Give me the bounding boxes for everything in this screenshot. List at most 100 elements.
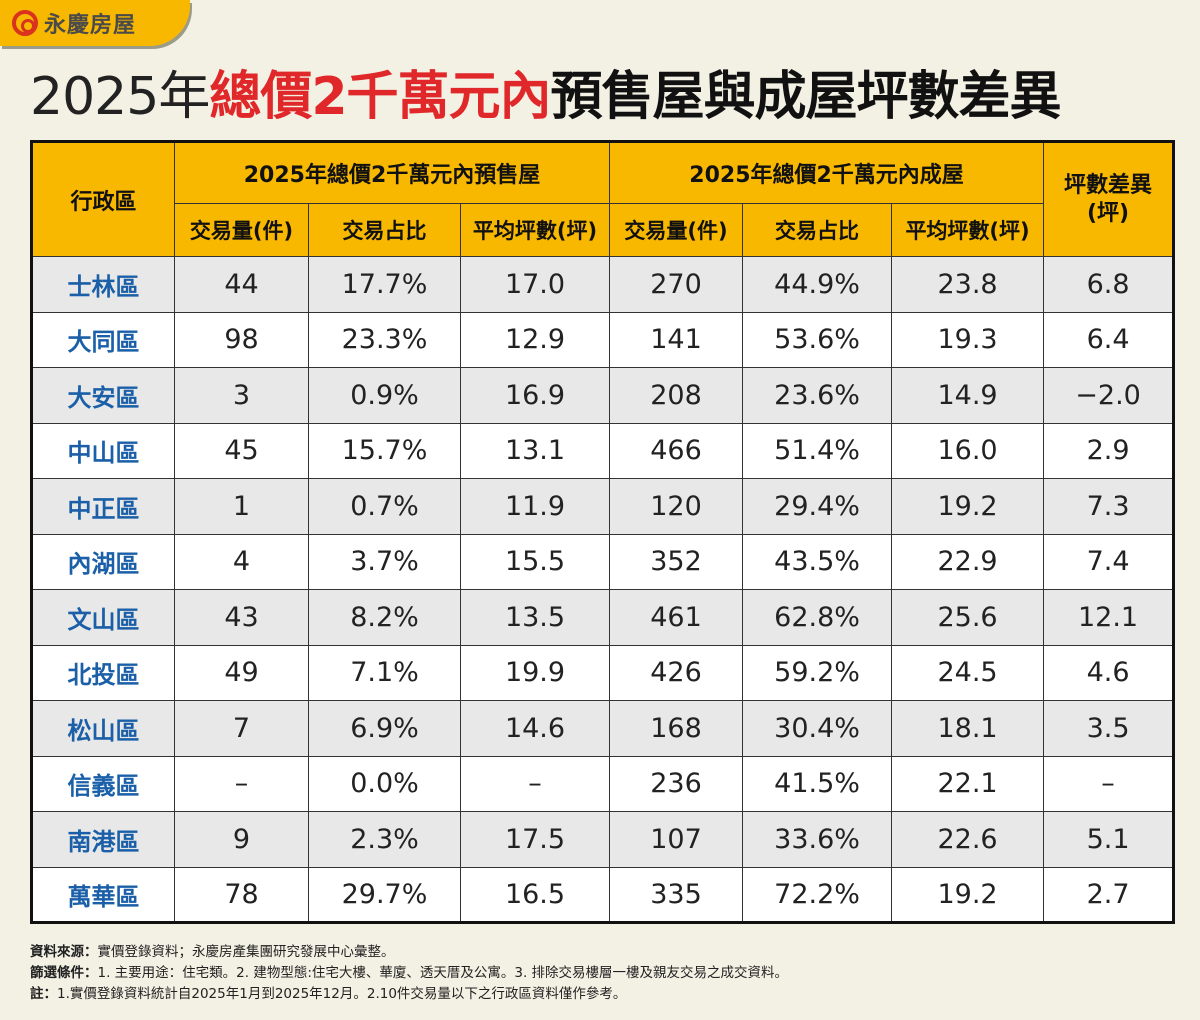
page-title: 2025年總價2千萬元內預售屋與成屋坪數差異 bbox=[30, 62, 1062, 132]
header-district: 行政區 bbox=[31, 141, 175, 257]
note-remark: 註：1.實價登錄資料統計自2025年1月到2025年12月。2.10件交易量以下… bbox=[30, 984, 788, 1005]
value-cell: 17.7% bbox=[308, 256, 461, 313]
value-cell: 3.5 bbox=[1043, 700, 1175, 757]
value-cell: 14.9 bbox=[891, 367, 1045, 424]
value-cell: 98 bbox=[174, 311, 309, 368]
value-cell: 2.9 bbox=[1043, 422, 1175, 479]
logo-icon bbox=[12, 10, 38, 36]
value-cell: – bbox=[174, 755, 309, 812]
note-label: 註： bbox=[30, 986, 57, 1002]
value-cell: 23.8 bbox=[891, 256, 1045, 313]
district-cell: 內湖區 bbox=[31, 533, 175, 590]
value-cell: 15.7% bbox=[308, 422, 461, 479]
value-cell: 7.1% bbox=[308, 644, 461, 701]
value-cell: 22.1 bbox=[891, 755, 1045, 812]
note-source: 資料來源：實價登錄資料；永慶房產集團研究發展中心彙整。 bbox=[30, 942, 788, 963]
value-cell: 3.7% bbox=[308, 533, 461, 590]
value-cell: 6.8 bbox=[1043, 256, 1175, 313]
value-cell: 141 bbox=[609, 311, 744, 368]
value-cell: 0.0% bbox=[308, 755, 461, 812]
subheader: 平均坪數(坪) bbox=[459, 203, 611, 257]
value-cell: 19.3 bbox=[891, 311, 1045, 368]
district-cell: 文山區 bbox=[31, 589, 175, 646]
district-cell: 萬華區 bbox=[31, 866, 175, 923]
value-cell: −2.0 bbox=[1043, 367, 1175, 424]
subheader: 交易量(件) bbox=[174, 203, 309, 257]
value-cell: – bbox=[1043, 755, 1175, 812]
table-row: 南港區 9 2.3% 17.5 107 33.6% 22.6 5.1 bbox=[31, 811, 1175, 868]
value-cell: 41.5% bbox=[742, 755, 893, 812]
title-highlight: 總價2千萬元內 bbox=[209, 67, 551, 127]
value-cell: 0.7% bbox=[308, 478, 461, 535]
value-cell: 4.6 bbox=[1043, 644, 1175, 701]
value-cell: 22.9 bbox=[891, 533, 1045, 590]
district-cell: 信義區 bbox=[31, 755, 175, 812]
district-cell: 士林區 bbox=[31, 256, 175, 313]
value-cell: 270 bbox=[609, 256, 744, 313]
district-cell: 大同區 bbox=[31, 311, 175, 368]
value-cell: 19.2 bbox=[891, 478, 1045, 535]
table-row: 松山區 7 6.9% 14.6 168 30.4% 18.1 3.5 bbox=[31, 700, 1175, 757]
table-row: 士林區 44 17.7% 17.0 270 44.9% 23.8 6.8 bbox=[31, 256, 1175, 313]
table-row: 大安區 3 0.9% 16.9 208 23.6% 14.9 −2.0 bbox=[31, 367, 1175, 424]
table-row: 內湖區 4 3.7% 15.5 352 43.5% 22.9 7.4 bbox=[31, 533, 1175, 590]
value-cell: 25.6 bbox=[891, 589, 1045, 646]
value-cell: 59.2% bbox=[742, 644, 893, 701]
title-rest: 預售屋與成屋坪數差異 bbox=[550, 67, 1062, 127]
header-presale-group: 2025年總價2千萬元內預售屋 bbox=[173, 141, 611, 204]
value-cell: 33.6% bbox=[742, 811, 893, 868]
note-label: 資料來源： bbox=[30, 944, 98, 960]
note-filter: 篩選條件：1. 主要用途：住宅類。2. 建物型態:住宅大樓、華廈、透天厝及公寓。… bbox=[30, 963, 788, 984]
value-cell: 2.7 bbox=[1043, 866, 1175, 923]
value-cell: 7.4 bbox=[1043, 533, 1175, 590]
value-cell: 13.1 bbox=[459, 422, 611, 479]
value-cell: 2.3% bbox=[308, 811, 461, 868]
value-cell: 426 bbox=[609, 644, 744, 701]
note-text: 1.實價登錄資料統計自2025年1月到2025年12月。2.10件交易量以下之行… bbox=[57, 986, 627, 1002]
value-cell: 72.2% bbox=[742, 866, 893, 923]
value-cell: 14.6 bbox=[459, 700, 611, 757]
subheader: 交易占比 bbox=[308, 203, 461, 257]
value-cell: 466 bbox=[609, 422, 744, 479]
subheader: 交易占比 bbox=[742, 203, 893, 257]
note-text: 1. 主要用途：住宅類。2. 建物型態:住宅大樓、華廈、透天厝及公寓。3. 排除… bbox=[97, 965, 789, 981]
subheader: 交易量(件) bbox=[609, 203, 744, 257]
value-cell: 24.5 bbox=[891, 644, 1045, 701]
table-row: 信義區 –0.0% –236 41.5% 22.1– bbox=[31, 755, 1175, 812]
value-cell: 16.0 bbox=[891, 422, 1045, 479]
value-cell: 43.5% bbox=[742, 533, 893, 590]
value-cell: 22.6 bbox=[891, 811, 1045, 868]
table-row: 大同區 98 23.3% 12.9 141 53.6% 19.3 6.4 bbox=[31, 311, 1175, 368]
value-cell: 1 bbox=[174, 478, 309, 535]
value-cell: 19.2 bbox=[891, 866, 1045, 923]
value-cell: 62.8% bbox=[742, 589, 893, 646]
value-cell: 5.1 bbox=[1043, 811, 1175, 868]
footnotes: 資料來源：實價登錄資料；永慶房產集團研究發展中心彙整。 篩選條件：1. 主要用途… bbox=[30, 942, 788, 1005]
district-cell: 中正區 bbox=[31, 478, 175, 535]
value-cell: 19.9 bbox=[459, 644, 611, 701]
value-cell: 18.1 bbox=[891, 700, 1045, 757]
value-cell: 120 bbox=[609, 478, 744, 535]
value-cell: 0.9% bbox=[308, 367, 461, 424]
data-table: 行政區 2025年總價2千萬元內預售屋 2025年總價2千萬元內成屋 坪數差異(… bbox=[30, 140, 1176, 924]
value-cell: 12.1 bbox=[1043, 589, 1175, 646]
value-cell: – bbox=[459, 755, 611, 812]
table-row: 北投區 49 7.1% 19.9 426 59.2% 24.5 4.6 bbox=[31, 644, 1175, 701]
value-cell: 29.7% bbox=[308, 866, 461, 923]
value-cell: 78 bbox=[174, 866, 309, 923]
value-cell: 45 bbox=[174, 422, 309, 479]
value-cell: 44.9% bbox=[742, 256, 893, 313]
note-label: 篩選條件： bbox=[30, 965, 98, 981]
table-row: 萬華區 78 29.7% 16.5 335 72.2% 19.2 2.7 bbox=[31, 866, 1175, 923]
note-text: 實價登錄資料；永慶房產集團研究發展中心彙整。 bbox=[97, 944, 395, 960]
value-cell: 43 bbox=[174, 589, 309, 646]
value-cell: 13.5 bbox=[459, 589, 611, 646]
value-cell: 23.3% bbox=[308, 311, 461, 368]
logo-text: 永慶房屋 bbox=[44, 13, 137, 38]
value-cell: 49 bbox=[174, 644, 309, 701]
header-existing-group: 2025年總價2千萬元內成屋 bbox=[609, 141, 1045, 204]
table-row: 文山區 43 8.2% 13.5 461 62.8% 25.6 12.1 bbox=[31, 589, 1175, 646]
value-cell: 461 bbox=[609, 589, 744, 646]
value-cell: 16.9 bbox=[459, 367, 611, 424]
district-cell: 大安區 bbox=[31, 367, 175, 424]
